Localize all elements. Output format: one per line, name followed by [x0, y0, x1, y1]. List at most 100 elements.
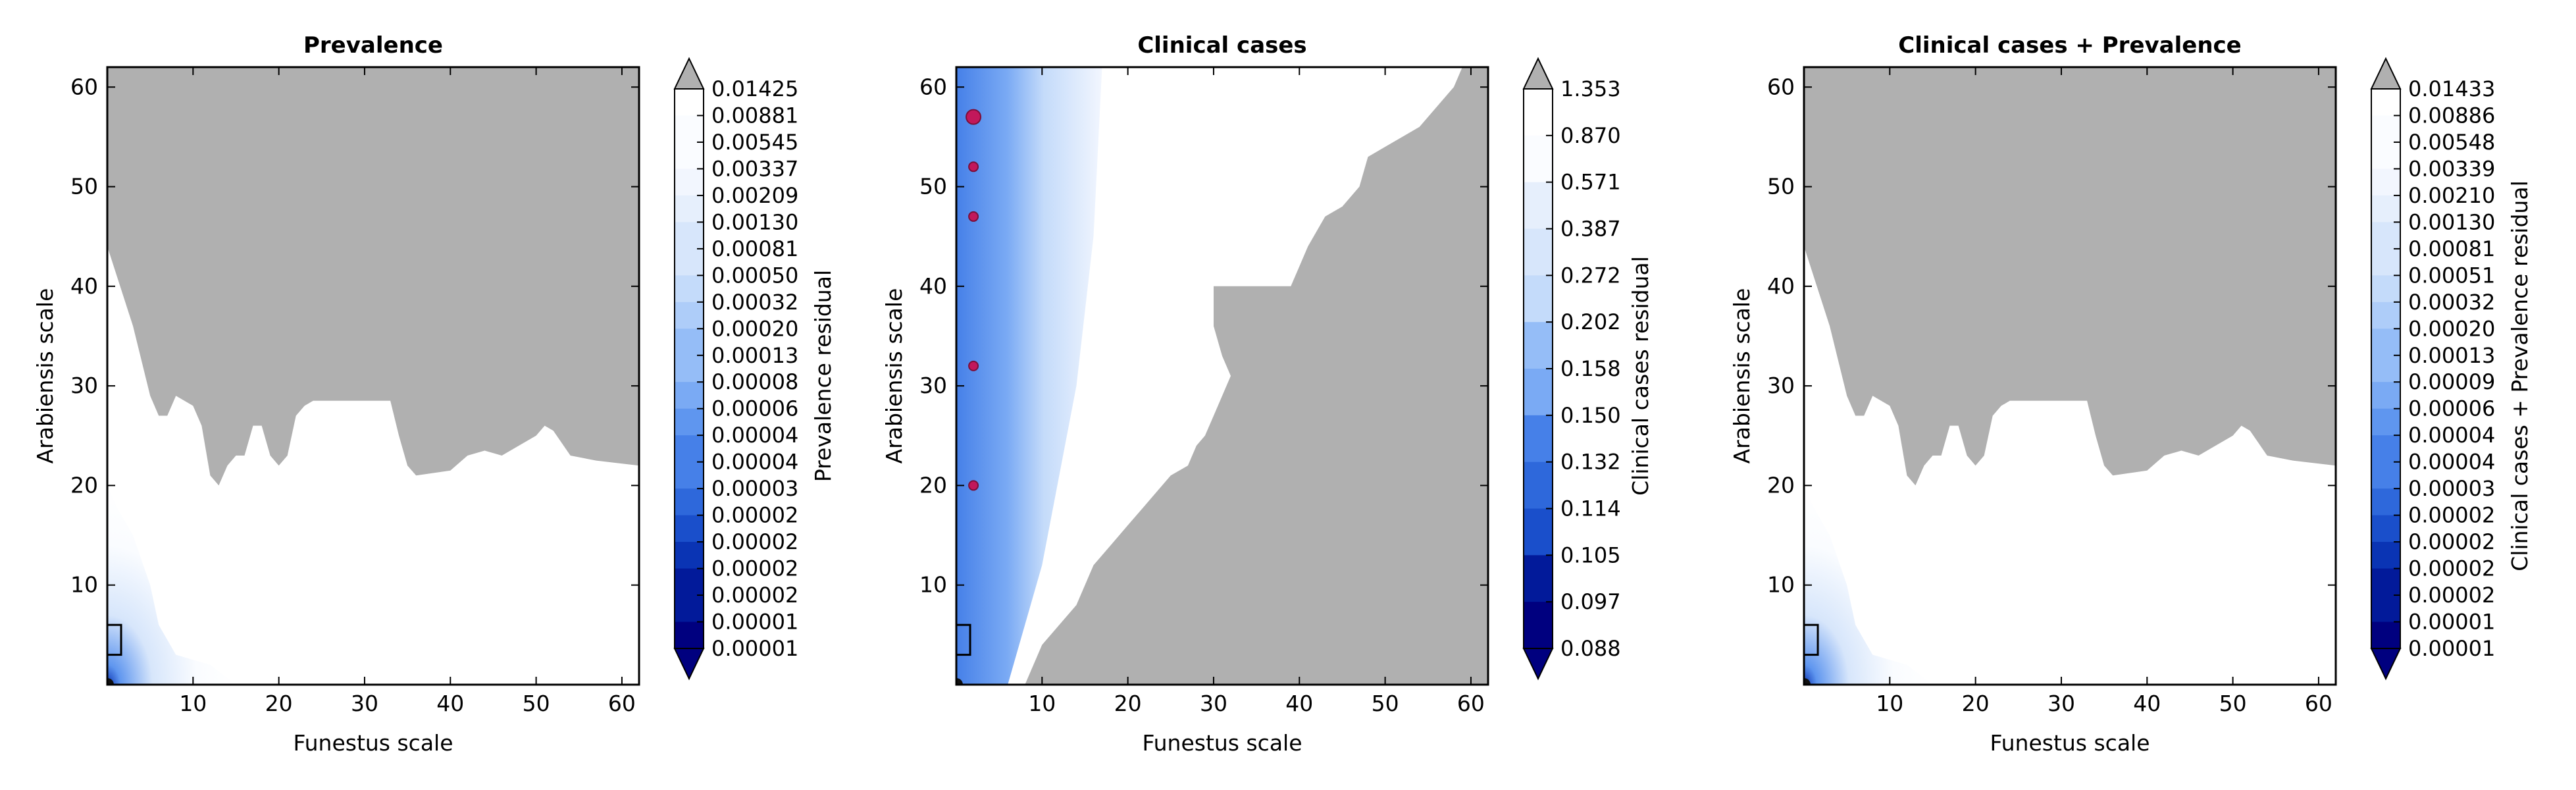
y-tick-label: 20: [919, 472, 947, 498]
best-fit-box: [107, 623, 122, 656]
y-tick-label: 10: [70, 572, 98, 598]
colorbar-segment: [675, 568, 704, 596]
colorbar-segment: [675, 275, 704, 303]
data-point: [966, 109, 982, 125]
y-axis-label: Arabiensis scale: [881, 288, 907, 464]
colorbar-tick-label: 0.105: [1560, 542, 1621, 567]
colorbar-segment: [2371, 435, 2400, 463]
colorbar-tick-label: 0.00339: [2408, 156, 2495, 181]
plot-area: [107, 67, 639, 685]
x-tick-label: 40: [1285, 691, 1313, 716]
colorbar-tick-label: 0.00002: [711, 583, 798, 608]
y-tick-label: 10: [919, 572, 947, 598]
colorbar-segment: [2371, 248, 2400, 276]
colorbar-tick-label: 0.01425: [711, 76, 798, 101]
colorbar-segment: [675, 302, 704, 329]
colorbar-segment: [675, 435, 704, 463]
colorbar-tick-label: 0.202: [1560, 309, 1621, 334]
colorbar-segment: [2371, 302, 2400, 329]
y-tick-label: 50: [919, 174, 947, 199]
colorbar-segment: [675, 329, 704, 356]
colorbar-segment: [675, 222, 704, 250]
colorbar-segment: [2371, 195, 2400, 223]
colorbar-segment: [2371, 542, 2400, 569]
panel-clinical-cases: Clinical cases 10 20 30 40 50 60102030405060 …: [881, 32, 1653, 756]
colorbar-tick-label: 0.00009: [2408, 369, 2495, 394]
x-axis-label: Funestus scale: [293, 730, 453, 756]
colorbar-segment: [675, 515, 704, 542]
colorbar-segment: [2371, 461, 2400, 489]
y-tick-label: 50: [70, 174, 98, 199]
colorbar-tick-label: 0.00013: [711, 343, 798, 368]
x-tick-label: 10: [1876, 691, 1903, 716]
x-tick-label: 60: [2305, 691, 2332, 716]
data-point: [968, 161, 979, 172]
colorbar-segment: [2371, 89, 2400, 116]
colorbar-tick-label: 0.00130: [2408, 209, 2495, 234]
colorbar-tick-label: 0.272: [1560, 263, 1621, 288]
x-tick-label: 50: [1372, 691, 1399, 716]
panel-prevalence: Prevalence 10 20 30 40 50 60 10 20 30 40 50 60 Fune…: [32, 32, 836, 756]
over-range-region: [107, 67, 639, 486]
colorbar-tick-label: 0.387: [1560, 217, 1621, 242]
colorbar-label: Prevalence residual: [810, 270, 836, 482]
colorbar-tick-label: 0.00003: [2408, 476, 2495, 501]
over-range-region: [1804, 67, 2336, 486]
colorbar-segment: [2371, 355, 2400, 382]
colorbar-tick-label: 1.353: [1560, 76, 1621, 101]
colorbar-segment: [2371, 408, 2400, 436]
colorbar-tick-label: 0.00006: [2408, 396, 2495, 421]
colorbar-tick-label: 0.114: [1560, 496, 1621, 521]
colorbar-segment: [675, 169, 704, 196]
x-tick-label: 40: [436, 691, 464, 716]
colorbar-segment: [2371, 621, 2400, 649]
over-range-region: [1025, 67, 1488, 685]
colorbar-segment: [1524, 135, 1553, 183]
x-tick-label: 60: [1457, 691, 1485, 716]
colorbar-tick-label: 0.00002: [711, 529, 798, 554]
x-tick-label: 60: [608, 691, 636, 716]
colorbar-tick-label: 0.00050: [711, 263, 798, 288]
colorbar-tick-label: 0.00002: [2408, 529, 2495, 554]
y-tick-label: 60: [70, 74, 98, 99]
colorbar-segment: [2371, 115, 2400, 143]
origin-marker: [1804, 678, 1811, 685]
plot-frame: [106, 66, 640, 686]
colorbar-segment: [1524, 322, 1553, 369]
origin-marker: [107, 678, 114, 685]
colorbar-segment: [2371, 222, 2400, 250]
colorbar-tick-label: 0.00051: [2408, 263, 2495, 288]
panel-clinical-cases-prevalence: Clinical cases + Prevalence 10 20 30 40 50 60…: [1729, 32, 2533, 756]
colorbar-tick-label: 0.00002: [2408, 583, 2495, 608]
colorbar-tick-label: 0.00337: [711, 156, 798, 181]
data-point: [968, 480, 979, 491]
colorbar-tick-label: 0.00081: [711, 236, 798, 261]
colorbar-segment: [675, 142, 704, 169]
colorbar-segment: [2371, 568, 2400, 596]
colorbar-segment: [675, 382, 704, 409]
colorbar-tick-label: 0.00004: [711, 450, 798, 475]
colorbar-tick-label: 0.00886: [2408, 103, 2495, 128]
y-tick-label: 10: [1767, 572, 1795, 598]
colorbar-tick-label: 0.00001: [711, 610, 798, 635]
colorbar-tick-label: 0.00881: [711, 103, 798, 128]
y-tick-label: 30: [919, 373, 947, 398]
colorbar-tick-label: 0.571: [1560, 170, 1621, 195]
colorbar-segment: [1524, 182, 1553, 229]
chart-title: Clinical cases: [1137, 32, 1306, 59]
colorbar-segment: [675, 115, 704, 143]
colorbar-tick-label: 0.00209: [711, 183, 798, 208]
origin-marker: [956, 678, 963, 685]
y-axis-label: Arabiensis scale: [1729, 288, 1755, 464]
colorbar-segment: [675, 595, 704, 623]
colorbar-label: Clinical cases residual: [1628, 256, 1653, 496]
colorbar-tick-label: 0.00001: [711, 636, 798, 661]
residual-gradient-region: [107, 485, 236, 685]
colorbar-segment: [675, 461, 704, 489]
colorbar-tick-label: 0.00210: [2408, 183, 2495, 208]
colorbar-segment: [675, 488, 704, 516]
colorbar-segment: [1524, 275, 1553, 323]
plot-area: [956, 67, 1488, 685]
data-point: [968, 360, 979, 371]
